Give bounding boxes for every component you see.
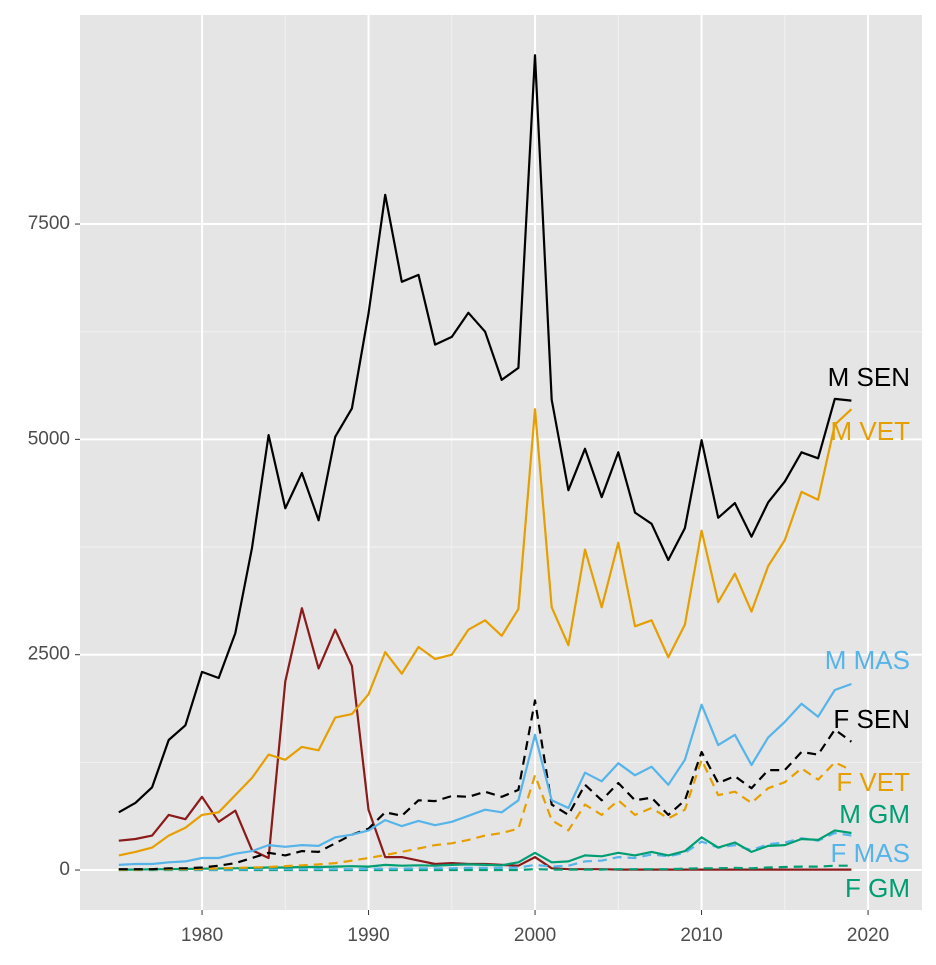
series-line bbox=[118, 54, 852, 814]
y-tick-label: 7500 bbox=[28, 213, 70, 234]
series-line bbox=[118, 408, 853, 857]
y-tick-label: 0 bbox=[59, 859, 70, 880]
y-tick-label: 2500 bbox=[28, 644, 70, 665]
x-tick-label: 1990 bbox=[347, 925, 389, 946]
series-label: M SEN bbox=[828, 362, 910, 392]
y-tick-label: 5000 bbox=[28, 428, 70, 449]
series-line bbox=[118, 831, 852, 871]
series-line bbox=[118, 699, 853, 871]
series-label: M GM bbox=[839, 799, 910, 829]
plot-panel bbox=[80, 15, 922, 910]
series-label: M MAS bbox=[825, 645, 910, 675]
series-label: F VET bbox=[836, 767, 910, 797]
x-tick-label: 2020 bbox=[847, 925, 889, 946]
series-label: F SEN bbox=[833, 704, 910, 734]
series-label: F GM bbox=[845, 873, 910, 903]
series-label: M VET bbox=[831, 416, 911, 446]
series-line bbox=[118, 758, 852, 871]
x-tick-label: 2000 bbox=[514, 925, 556, 946]
series-line bbox=[118, 682, 852, 866]
x-tick-label: 1980 bbox=[181, 925, 223, 946]
series-label: F MAS bbox=[831, 838, 910, 868]
x-tick-label: 2010 bbox=[680, 925, 722, 946]
